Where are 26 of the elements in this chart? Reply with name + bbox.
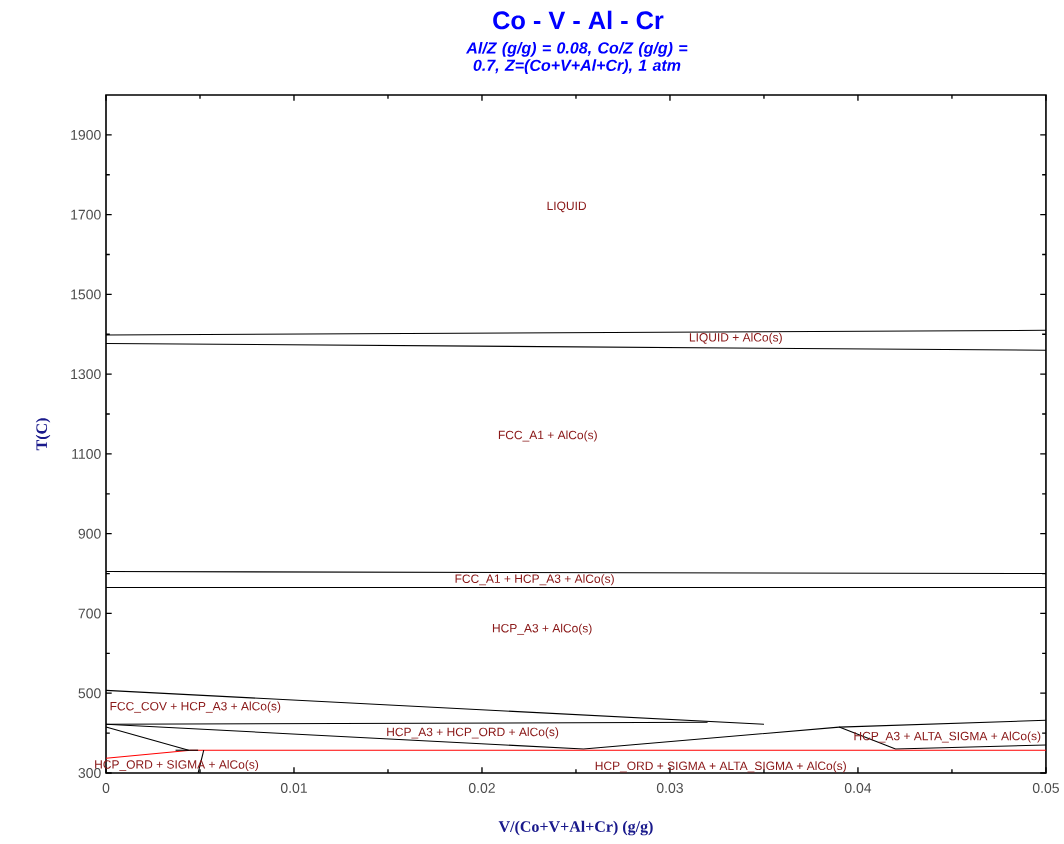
annotation: HCP_A3 + HCP_ORD + AlCo(s)	[387, 727, 559, 739]
y-tick-label: 700	[78, 608, 101, 619]
annotation: FCC_A1 + HCP_A3 + AlCo(s)	[455, 574, 614, 586]
annotation: FCC_A1 + AlCo(s)	[498, 430, 597, 442]
annotation: LIQUID + AlCo(s)	[689, 332, 782, 344]
y-tick-label: 1100	[72, 448, 101, 459]
y-tick-label: 1500	[71, 289, 101, 300]
chart-title: Co - V - Al - Cr	[493, 10, 664, 30]
x-tick-label: 0.01	[280, 783, 307, 793]
y-tick-label: 900	[78, 528, 101, 539]
y-tick-label: 1900	[71, 129, 101, 140]
x-tick-label: 0.04	[844, 783, 872, 793]
x-tick-label: 0	[102, 783, 110, 793]
y-tick-label: 1300	[71, 369, 101, 380]
annotation: LIQUID	[547, 201, 587, 213]
x-tick-label: 0.03	[656, 783, 683, 793]
chart-subtitle: Al/Z (g/g) = 0.08, Co/Z (g/g) = 0.7, Z=(Co+V+Al+Cr), 1 atm	[465, 41, 688, 75]
x-tick-label: 0.02	[468, 783, 495, 793]
annotation: HCP_A3 + AlCo(s)	[492, 623, 592, 635]
x-tick-label: 0.05	[1032, 783, 1059, 793]
annotation: HCP_ORD + SIGMA + ALTA_SIGMA + AlCo(s)	[595, 761, 846, 773]
y-tick-label: 500	[78, 688, 101, 699]
y-axis-title: T(C)	[35, 418, 51, 451]
x-axis-title: V/(Co+V+Al+Cr) (g/g)	[498, 820, 653, 836]
y-tick-label: 1700	[71, 209, 101, 220]
annotation: FCC_COV + HCP_A3 + AlCo(s)	[110, 701, 281, 713]
